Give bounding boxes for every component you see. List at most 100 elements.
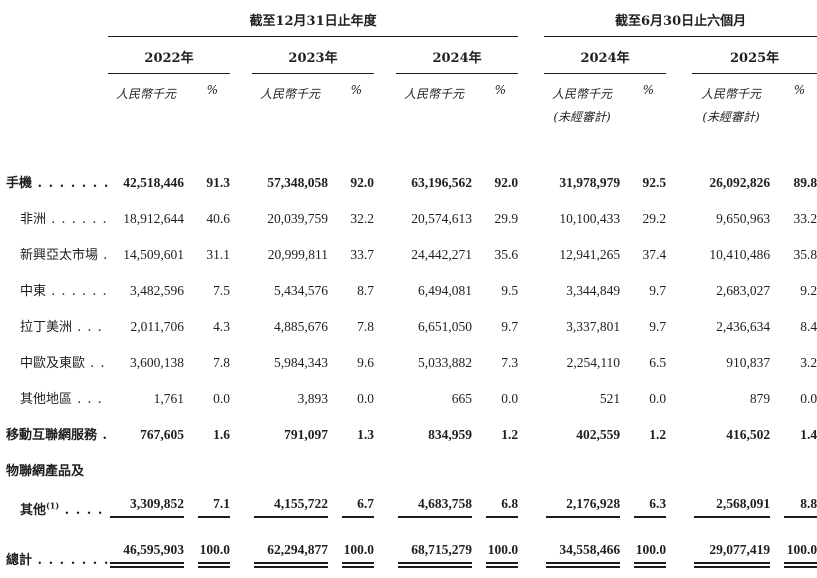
percent-cell: 9.7 xyxy=(501,318,519,334)
table-row: 手機 . . . . . . . . . 42,518,446 91.3 57,348… xyxy=(0,163,817,199)
percent-cell: 91.3 xyxy=(206,174,230,190)
percent-cell: 9.7 xyxy=(649,318,667,334)
value-cell: 4,683,758 xyxy=(396,487,472,526)
unit-label: 人民幣千元 xyxy=(403,87,464,101)
percent-cell: 37.4 xyxy=(642,246,667,262)
percent-cell: 8.4 xyxy=(800,318,817,334)
value-cell: 4,155,722 xyxy=(252,487,328,526)
value-cell: 9,650,963 xyxy=(716,210,771,226)
row-label: 總計 . . . . . . . . . . xyxy=(0,526,108,576)
period-header-row: 截至12月31日止年度 截至6月30日止六個月 xyxy=(0,6,817,37)
value-cell: 3,344,849 xyxy=(566,282,621,298)
percent-cell: 4.3 xyxy=(213,318,230,334)
percent-cell: 6.8 xyxy=(472,487,519,526)
value-cell: 14,509,601 xyxy=(123,246,184,262)
unit-label: 人民幣千元 xyxy=(115,87,176,101)
percent-cell: 9.2 xyxy=(800,282,817,298)
revenue-breakdown-table: 截至12月31日止年度 截至6月30日止六個月 2022年 2023年 2024… xyxy=(0,6,817,576)
percent-cell: 100.0 xyxy=(620,526,667,576)
value-cell: 521 xyxy=(599,390,621,406)
unit-header-row: 人民幣千元 % 人民幣千元 % 人民幣千元 % 人民幣千元 (未經審計) % 人民… xyxy=(0,74,817,129)
percent-cell: 100.0 xyxy=(472,526,519,576)
value-cell: 10,100,433 xyxy=(559,210,621,226)
percent-cell: 33.7 xyxy=(350,246,374,262)
unit-label: 人民幣千元 xyxy=(259,87,320,101)
percent-cell: 6.7 xyxy=(328,487,374,526)
unit-label-unaudited: 人民幣千元 (未經審計) xyxy=(552,87,613,124)
percent-cell: 29.9 xyxy=(494,210,519,226)
percent-cell: 33.2 xyxy=(793,210,817,226)
dot-leader: . . . . . xyxy=(77,391,108,407)
percent-cell: 100.0 xyxy=(770,526,817,576)
value-cell: 26,092,826 xyxy=(709,174,771,190)
percent-cell: 0.0 xyxy=(501,390,519,406)
percent-cell: 0.0 xyxy=(213,390,230,406)
percent-label: % xyxy=(350,83,362,97)
value-cell: 24,442,271 xyxy=(411,246,472,262)
value-cell: 402,559 xyxy=(576,426,621,442)
value-cell: 62,294,877 xyxy=(252,526,328,576)
percent-cell: 92.5 xyxy=(642,174,667,190)
unaudited-note: (未經審計) xyxy=(702,109,760,124)
percent-cell: 9.6 xyxy=(357,354,374,370)
value-cell: 20,039,759 xyxy=(267,210,328,226)
value-cell: 2,568,091 xyxy=(692,487,771,526)
percent-cell: 6.3 xyxy=(620,487,667,526)
percent-cell: 92.0 xyxy=(494,174,519,190)
value-cell: 834,959 xyxy=(428,426,472,442)
row-label: 拉丁美洲 . . . . . xyxy=(0,307,108,343)
percent-cell: 7.8 xyxy=(357,318,374,334)
value-cell: 31,978,979 xyxy=(559,174,621,190)
row-label: 其他(1) . . . . . . . xyxy=(0,487,108,526)
value-cell: 57,348,058 xyxy=(267,174,328,190)
value-cell: 3,893 xyxy=(297,390,328,406)
value-cell: 5,434,576 xyxy=(274,282,328,298)
percent-cell: 8.7 xyxy=(357,282,374,298)
row-label: 物聯網產品及 xyxy=(6,463,85,479)
footnote-marker: (1) xyxy=(46,500,60,511)
percent-cell: 8.8 xyxy=(770,487,817,526)
table-row: 非洲 . . . . . . . . 18,912,644 40.6 20,039,7… xyxy=(0,199,817,235)
value-cell: 2,176,928 xyxy=(544,487,621,526)
value-cell: 910,837 xyxy=(726,354,771,370)
value-cell: 68,715,279 xyxy=(396,526,472,576)
value-cell: 879 xyxy=(749,390,771,406)
value-cell: 42,518,446 xyxy=(123,174,184,190)
dot-leader: . . . . . . . . . . xyxy=(37,552,108,568)
value-cell: 29,077,419 xyxy=(692,526,771,576)
value-cell: 4,885,676 xyxy=(274,318,328,334)
row-label: 中歐及東歐 . . . xyxy=(0,343,108,379)
value-cell: 791,097 xyxy=(284,426,328,442)
row-label: 中東 . . . . . . . . xyxy=(0,271,108,307)
percent-cell: 32.2 xyxy=(350,210,374,226)
table-row: 中歐及東歐 . . . 3,600,138 7.8 5,984,343 9.6 5,033… xyxy=(0,343,817,379)
row-label: 手機 . . . . . . . . . xyxy=(0,163,108,199)
percent-cell: 9.7 xyxy=(649,282,667,298)
value-cell: 3,309,852 xyxy=(108,487,184,526)
value-cell: 6,494,081 xyxy=(418,282,472,298)
percent-cell: 1.4 xyxy=(800,426,817,442)
dot-leader: . . . . . . . xyxy=(64,502,108,518)
percent-cell: 0.0 xyxy=(357,390,374,406)
percent-cell: 35.6 xyxy=(494,246,519,262)
percent-cell: 3.2 xyxy=(800,354,817,370)
row-label: 其他地區 . . . . . xyxy=(0,379,108,415)
unit-label-unaudited: 人民幣千元 (未經審計) xyxy=(701,87,762,124)
table-row: 移動互聯網服務 . 767,605 1.6 791,097 1.3 834,959 1.2 4… xyxy=(0,415,817,451)
percent-cell: 40.6 xyxy=(206,210,230,226)
value-cell: 416,502 xyxy=(726,426,771,442)
percent-cell: 9.5 xyxy=(501,282,519,298)
value-cell: 6,651,050 xyxy=(418,318,472,334)
value-cell: 3,482,596 xyxy=(130,282,184,298)
row-label: 新興亞太市場 . xyxy=(20,247,108,263)
table-row: 其他地區 . . . . . 1,761 0.0 3,893 0.0 665 0.0 521 0… xyxy=(0,379,817,415)
value-cell: 767,605 xyxy=(140,426,184,442)
table-row: 物聯網產品及 xyxy=(0,451,817,487)
period-header-annual: 截至12月31日止年度 xyxy=(108,6,519,37)
table-body: 手機 . . . . . . . . . 42,518,446 91.3 57,348… xyxy=(0,163,817,576)
year-header-row: 2022年 2023年 2024年 2024年 2025年 xyxy=(0,36,817,74)
value-cell: 1,761 xyxy=(153,390,184,406)
value-cell: 20,574,613 xyxy=(411,210,472,226)
percent-cell: 100.0 xyxy=(328,526,374,576)
